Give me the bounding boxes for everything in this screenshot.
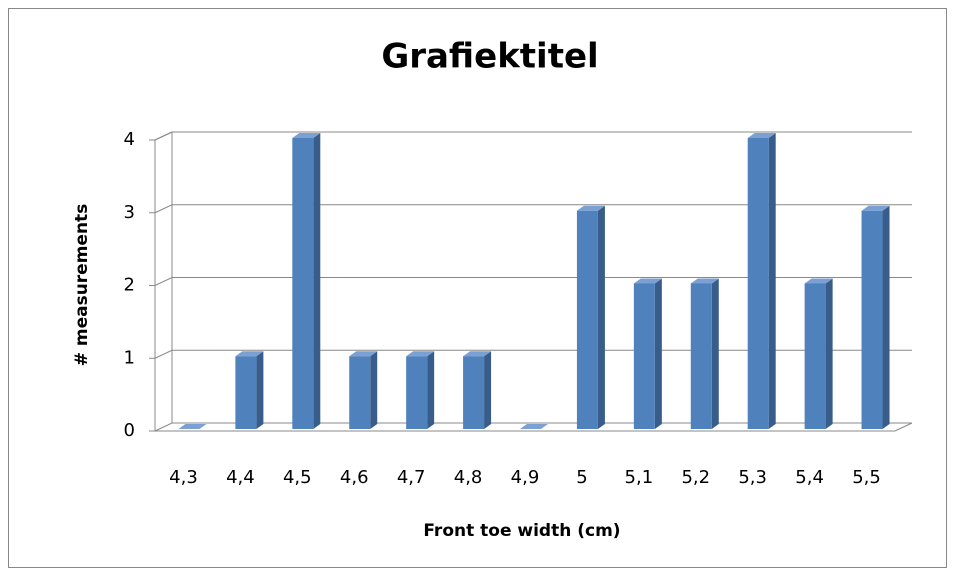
bar-top [349, 351, 378, 357]
grid-line [154, 422, 912, 432]
x-tick-label: 4,7 [397, 467, 426, 488]
x-tick-label: 4,6 [340, 467, 369, 488]
bar-side [256, 351, 264, 429]
y-tick-label: 4 [124, 129, 135, 150]
bar-side [370, 351, 378, 429]
bar-side [882, 205, 890, 429]
grid-line [154, 277, 912, 286]
grid-line [154, 204, 912, 214]
x-tick-label: 4,9 [511, 467, 540, 488]
bar [520, 424, 548, 429]
bar-top [690, 278, 719, 284]
bar-front [463, 356, 485, 429]
bar-top [235, 351, 264, 357]
bar-front [861, 210, 883, 429]
bar-top [576, 205, 605, 211]
bar-side [825, 278, 833, 429]
y-axis-label: # measurements [72, 204, 92, 367]
y-tick-label: 1 [124, 347, 135, 368]
bar-top [178, 424, 207, 429]
bar-front [747, 138, 769, 429]
bar-front [235, 356, 257, 429]
bar-front [690, 283, 712, 429]
chart-title: Grafiektitel [381, 37, 598, 77]
bar-side [654, 278, 662, 429]
grid-line [154, 131, 912, 141]
bar [292, 133, 321, 429]
bar [747, 133, 776, 429]
bar-front [576, 210, 598, 429]
bar-side [597, 205, 605, 429]
x-tick-label: 4,5 [283, 467, 312, 488]
bar [861, 205, 890, 429]
bar-side [768, 133, 776, 429]
bar-top [520, 424, 548, 429]
x-tick-label: 5,2 [681, 467, 710, 488]
x-axis-label: Front toe width (cm) [423, 521, 620, 541]
bar-front [292, 138, 314, 429]
bar-front [633, 283, 655, 429]
bar-side [484, 351, 492, 429]
bar [406, 351, 435, 429]
bar-top [861, 205, 890, 211]
bar [633, 278, 662, 429]
bar-front [804, 283, 826, 429]
bar [349, 351, 378, 429]
bar-side [427, 351, 435, 429]
y-tick-label: 2 [124, 275, 135, 296]
bar [463, 351, 492, 429]
x-tick-label: 4,4 [226, 467, 255, 488]
chart-border [8, 8, 947, 568]
y-tick-label: 0 [124, 420, 135, 441]
bar-top [292, 133, 321, 138]
x-tick-label: 5,1 [625, 467, 654, 488]
x-tick-label: 4,8 [454, 467, 483, 488]
bar [576, 205, 605, 429]
x-tick-label: 5,3 [738, 467, 767, 488]
bar [804, 278, 833, 429]
bar-side [711, 278, 719, 429]
x-tick-label: 5,4 [795, 467, 824, 488]
bar-top [406, 351, 435, 357]
bar [690, 278, 719, 429]
bar-top [633, 278, 662, 284]
bar [235, 351, 264, 429]
bar-top [804, 278, 833, 284]
bar-side [313, 133, 321, 429]
y-tick-label: 3 [124, 202, 135, 223]
bar-top [463, 351, 492, 357]
x-tick-label: 5,5 [852, 467, 881, 488]
grid-line [154, 349, 912, 359]
x-tick-label: 4,3 [169, 467, 198, 488]
bar [178, 424, 207, 429]
bar-front [349, 356, 371, 429]
bar-front [406, 356, 428, 429]
floor [155, 422, 913, 432]
bar-top [747, 133, 776, 138]
x-tick-label: 5 [576, 467, 587, 488]
